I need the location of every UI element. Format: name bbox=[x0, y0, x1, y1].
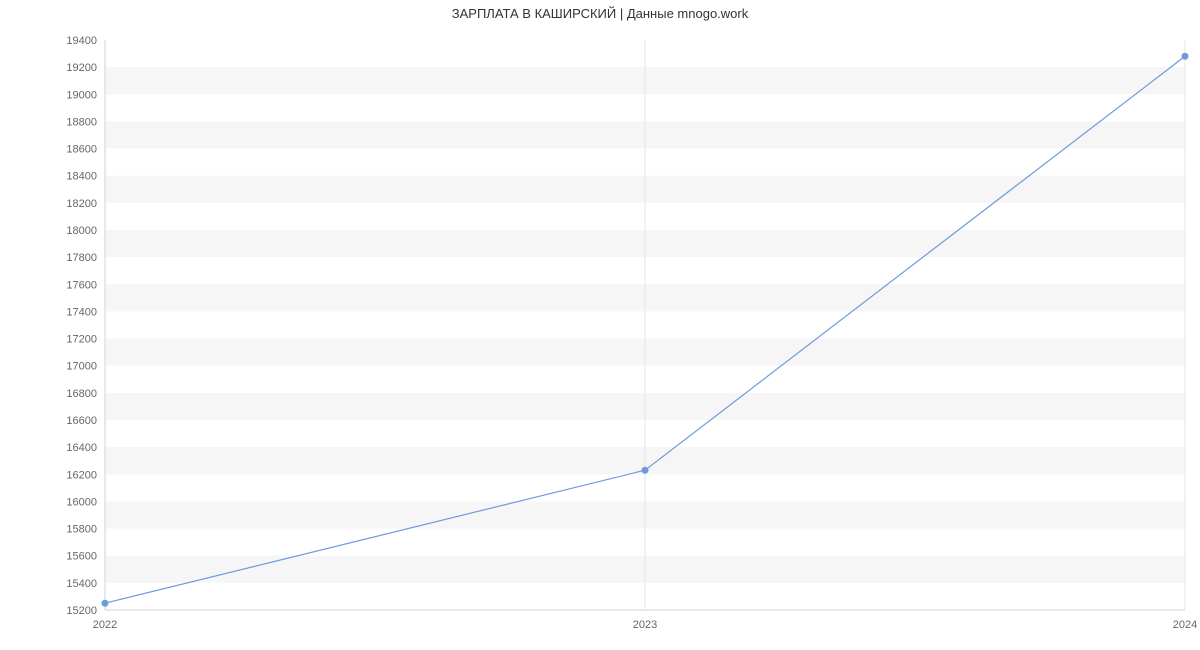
x-tick-label: 2023 bbox=[633, 619, 657, 631]
y-tick-label: 19200 bbox=[66, 62, 97, 74]
y-tick-label: 18400 bbox=[66, 171, 97, 183]
y-tick-label: 16800 bbox=[66, 388, 97, 400]
y-tick-label: 18800 bbox=[66, 116, 97, 128]
y-tick-label: 18200 bbox=[66, 198, 97, 210]
x-tick-label: 2024 bbox=[1173, 619, 1197, 631]
y-tick-label: 17600 bbox=[66, 279, 97, 291]
y-tick-label: 17800 bbox=[66, 252, 97, 264]
data-point bbox=[1182, 53, 1188, 59]
y-tick-label: 16400 bbox=[66, 442, 97, 454]
y-tick-label: 18000 bbox=[66, 225, 97, 237]
data-point bbox=[642, 467, 648, 473]
y-tick-label: 16200 bbox=[66, 469, 97, 481]
salary-chart: ЗАРПЛАТА В КАШИРСКИЙ | Данные mnogo.work… bbox=[0, 0, 1200, 650]
chart-svg: 15200 15400 15600 15800 16000 16200 16400 16600… bbox=[0, 0, 1200, 650]
y-tick-label: 15600 bbox=[66, 551, 97, 563]
y-tick-label: 17400 bbox=[66, 306, 97, 318]
y-tick-label: 15800 bbox=[66, 524, 97, 536]
y-tick-label: 17200 bbox=[66, 334, 97, 346]
y-tick-label: 19400 bbox=[66, 35, 97, 47]
y-tick-label: 16600 bbox=[66, 415, 97, 427]
chart-title: ЗАРПЛАТА В КАШИРСКИЙ | Данные mnogo.work bbox=[0, 6, 1200, 21]
y-tick-label: 15200 bbox=[66, 605, 97, 617]
y-tick-label: 17000 bbox=[66, 361, 97, 373]
y-tick-label: 16000 bbox=[66, 496, 97, 508]
y-tick-label: 15400 bbox=[66, 578, 97, 590]
x-tick-label: 2022 bbox=[93, 619, 117, 631]
data-point bbox=[102, 600, 108, 606]
y-tick-label: 18600 bbox=[66, 144, 97, 156]
y-tick-label: 19000 bbox=[66, 89, 97, 101]
